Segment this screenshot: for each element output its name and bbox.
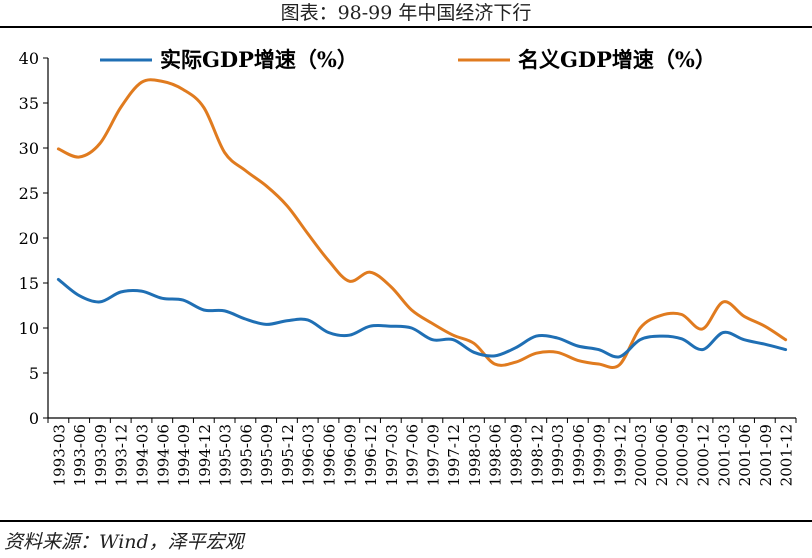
x-tick-label: 1998-09 <box>508 424 526 486</box>
y-tick-label: 15 <box>19 274 39 293</box>
y-tick-label: 30 <box>19 139 39 158</box>
x-tick-label: 1993-09 <box>92 424 110 486</box>
top-rule <box>0 26 812 28</box>
x-tick-label: 2001-06 <box>736 424 754 486</box>
x-tick-label: 1997-06 <box>404 424 422 486</box>
y-tick-label: 35 <box>19 94 39 113</box>
x-tick-label: 1993-03 <box>50 424 68 486</box>
page-title: 图表：98-99 年中国经济下行 <box>280 2 532 24</box>
x-tick-label: 1996-12 <box>362 424 380 486</box>
x-tick-label: 1994-06 <box>154 424 172 486</box>
bottom-rule <box>0 520 812 522</box>
y-tick-label: 5 <box>29 364 39 383</box>
x-tick-label: 2001-03 <box>715 424 733 486</box>
x-tick-label: 1997-03 <box>383 424 401 486</box>
x-tick-label: 1996-03 <box>300 424 318 486</box>
series-line-nominal-gdp <box>56 78 788 369</box>
x-tick-label: 1998-03 <box>466 424 484 486</box>
x-tick-label: 1995-03 <box>217 424 235 486</box>
y-tick-label: 10 <box>19 319 39 338</box>
x-tick-label: 1998-06 <box>487 424 505 486</box>
x-tick-label: 2000-03 <box>632 424 650 486</box>
source-note: 资料来源：Wind，泽平宏观 <box>4 531 244 553</box>
x-tick-label: 1994-03 <box>134 424 152 486</box>
x-tick-label: 1993-06 <box>71 424 89 486</box>
x-tick-label: 1995-09 <box>258 424 276 486</box>
x-tick-label: 2000-06 <box>653 424 671 486</box>
x-tick-label: 1994-12 <box>196 424 214 486</box>
legend-label: 实际GDP增速（%） <box>160 47 358 72</box>
y-tick-label: 0 <box>29 409 39 428</box>
x-tick-label: 1999-12 <box>611 424 629 486</box>
x-tick-label: 1997-12 <box>445 424 463 486</box>
y-tick-label: 40 <box>19 49 39 68</box>
x-tick-label: 1995-06 <box>237 424 255 486</box>
x-tick-label: 2000-12 <box>695 424 713 486</box>
series-line-real-gdp <box>56 277 788 359</box>
legend-label: 名义GDP增速（%） <box>518 47 716 72</box>
x-tick-label: 1995-12 <box>279 424 297 486</box>
x-tick-label: 2001-09 <box>757 424 775 486</box>
x-tick-label: 2000-09 <box>674 424 692 486</box>
x-tick-label: 1993-12 <box>113 424 131 486</box>
x-tick-label: 1996-06 <box>321 424 339 486</box>
y-tick-label: 20 <box>19 229 39 248</box>
x-tick-label: 1999-09 <box>591 424 609 486</box>
x-tick-label: 1998-12 <box>528 424 546 486</box>
x-tick-label: 1997-09 <box>424 424 442 486</box>
x-tick-label: 1999-06 <box>570 424 588 486</box>
x-tick-label: 1994-09 <box>175 424 193 486</box>
x-tick-label: 2001-12 <box>778 424 796 486</box>
x-tick-label: 1996-09 <box>341 424 359 486</box>
y-tick-label: 25 <box>19 184 39 203</box>
x-tick-label: 1999-03 <box>549 424 567 486</box>
